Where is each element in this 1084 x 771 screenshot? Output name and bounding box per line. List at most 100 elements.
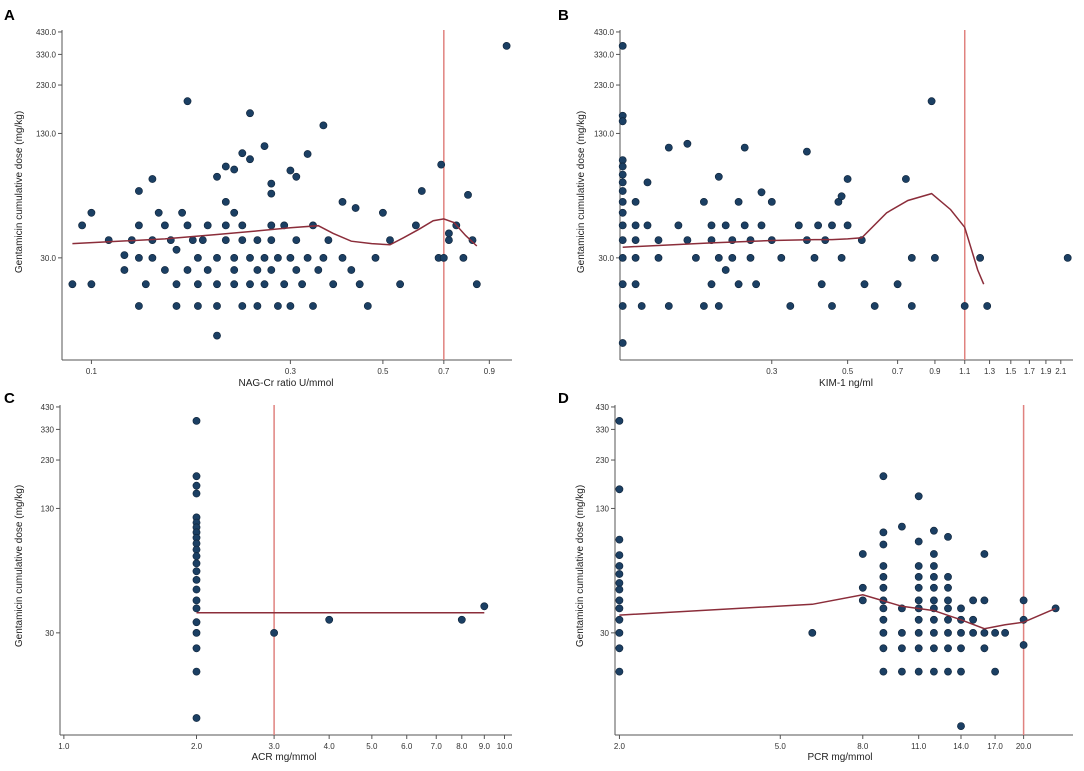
- scatter-point-a: [444, 236, 453, 244]
- plot-area-c: 30 130 230 330 430 1.0 2.0 3.0 4.0 5.0 6.0 7.0 8.0 9.…: [41, 403, 513, 751]
- scatter-point-b: [843, 175, 852, 183]
- scatter-point-d: [914, 615, 923, 624]
- panel-a: A Gentamicin cumulative dose (mg/kg) NAG…: [4, 7, 512, 389]
- scatter-point-a: [253, 302, 262, 310]
- x-tick-label-d: 11.0: [911, 742, 927, 751]
- scatter-point-c: [480, 602, 489, 611]
- scatter-point-d: [879, 583, 888, 592]
- scatter-point-b: [734, 280, 743, 289]
- scatter-point-a: [292, 172, 301, 181]
- scatter-point-d: [808, 629, 817, 637]
- scatter-point-d: [879, 573, 888, 581]
- x-tick-label-a: 0.9: [484, 367, 496, 376]
- scatter-point-d: [615, 579, 624, 587]
- scatter-point-b: [618, 197, 627, 206]
- scatter-point-b: [631, 280, 640, 289]
- scatter-point-d: [615, 604, 624, 613]
- scatter-point-a: [68, 280, 77, 289]
- scatter-point-a: [396, 280, 404, 289]
- scatter-point-d: [898, 522, 906, 531]
- scatter-point-b: [618, 236, 627, 244]
- scatter-point-a: [154, 208, 163, 217]
- x-axis-title-a: NAG-Cr ratio U/mmol: [238, 378, 333, 389]
- scatter-point-b: [618, 253, 627, 262]
- y-tick-label-d: 30: [600, 629, 609, 638]
- y-axis-title-b: Gentamicin cumulative dose (mg/kg): [576, 111, 587, 273]
- x-tick-label-c: 1.0: [58, 742, 70, 751]
- y-axis-title-c: Gentamicin cumulative dose (mg/kg): [14, 485, 25, 647]
- scatter-point-b: [618, 162, 627, 171]
- scatter-point-d: [944, 604, 952, 613]
- scatter-point-a: [309, 302, 317, 310]
- scatter-point-a: [230, 280, 239, 289]
- scatter-point-a: [213, 172, 221, 181]
- scatter-point-a: [183, 97, 192, 106]
- scatter-point-a: [378, 208, 387, 217]
- scatter-point-b: [674, 221, 683, 230]
- scatter-point-a: [134, 253, 143, 262]
- scatter-point-b: [734, 197, 743, 206]
- x-tick-label-c: 2.0: [191, 742, 203, 751]
- scatter-point-a: [230, 253, 239, 262]
- scatter-point-d: [879, 615, 888, 624]
- scatter-point-a: [355, 280, 364, 289]
- x-axis-title-b: KIM-1 ng/ml: [819, 378, 873, 389]
- scatter-point-a: [437, 160, 446, 169]
- scatter-point-b: [976, 253, 984, 262]
- scatter-point-c: [192, 559, 201, 568]
- scatter-point-a: [183, 221, 192, 230]
- scatter-point-a: [439, 253, 448, 262]
- scatter-point-a: [253, 236, 262, 244]
- scatter-point-a: [198, 236, 207, 244]
- scatter-point-a: [303, 150, 312, 158]
- scatter-point-a: [324, 236, 333, 244]
- x-tick-label-d: 5.0: [775, 742, 787, 751]
- y-tick-label-a: 430.0: [36, 28, 57, 37]
- scatter-point-d: [615, 629, 624, 637]
- scatter-point-a: [172, 302, 181, 310]
- scatter-point-b: [707, 221, 716, 230]
- scatter-point-d: [980, 629, 989, 637]
- scatter-point-a: [286, 302, 295, 310]
- scatter-point-a: [203, 266, 212, 274]
- y-tick-label-c: 330: [41, 425, 55, 434]
- scatter-point-c: [457, 615, 466, 624]
- x-tick-label-b: 0.5: [842, 367, 854, 376]
- panel-letter-d: D: [558, 390, 569, 407]
- scatter-point-d: [898, 629, 906, 637]
- scatter-point-a: [472, 280, 481, 289]
- scatter-point-b: [618, 170, 627, 179]
- scatter-point-c: [192, 481, 201, 490]
- y-tick-label-b: 30.0: [598, 254, 614, 263]
- scatter-point-d: [957, 644, 965, 653]
- scatter-point-a: [230, 165, 239, 174]
- scatter-point-b: [983, 302, 992, 310]
- y-axis-title-d: Gentamicin cumulative dose (mg/kg): [575, 485, 586, 647]
- scatter-point-d: [615, 570, 624, 578]
- scatter-point-a: [338, 197, 347, 206]
- scatter-point-c: [192, 618, 201, 627]
- x-tick-label-b: 2.1: [1055, 367, 1067, 376]
- scatter-point-b: [707, 236, 716, 244]
- scatter-point-a: [253, 266, 262, 274]
- x-tick-label-c: 7.0: [431, 742, 443, 751]
- scatter-point-d: [914, 644, 923, 653]
- scatter-point-d: [879, 604, 888, 613]
- scatter-point-d: [930, 644, 938, 653]
- scatter-point-d: [930, 667, 938, 676]
- scatter-point-c: [192, 667, 201, 676]
- scatter-point-b: [714, 302, 723, 310]
- scatter-point-b: [902, 175, 910, 183]
- scatter-point-d: [914, 537, 923, 546]
- scatter-point-c: [192, 604, 201, 613]
- scatter-point-d: [879, 472, 888, 481]
- scatter-point-b: [740, 221, 749, 230]
- scatter-point-b: [618, 208, 627, 217]
- scatter-point-b: [643, 221, 652, 230]
- scatter-point-a: [178, 208, 186, 217]
- scatter-point-b: [654, 253, 663, 262]
- scatter-point-d: [615, 615, 624, 624]
- scatter-point-b: [637, 302, 646, 310]
- panel-letter-a: A: [4, 7, 15, 24]
- scatter-point-b: [777, 253, 786, 262]
